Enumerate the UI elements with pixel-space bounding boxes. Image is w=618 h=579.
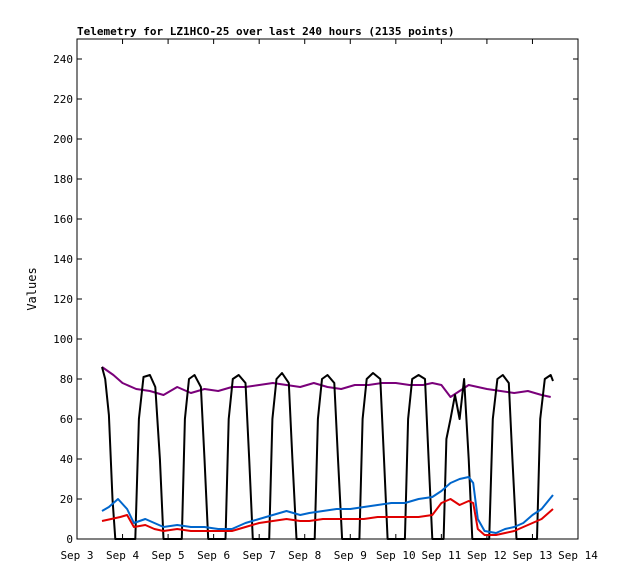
y-tick-label: 40 [60, 453, 73, 466]
x-tick-label: Sep 4 [106, 549, 139, 562]
x-tick-label: Sep 7 [243, 549, 276, 562]
x-tick-label: Sep 10 [376, 549, 416, 562]
y-tick-label: 180 [53, 173, 73, 186]
y-tick-label: 120 [53, 293, 73, 306]
series-line-4 [101, 498, 554, 536]
x-tick-label: Sep 12 [467, 549, 507, 562]
y-tick-label: 60 [60, 413, 73, 426]
x-tick-label: Sep 13 [513, 549, 553, 562]
x-tick-label: Sep 9 [334, 549, 367, 562]
y-tick-label: 100 [53, 333, 73, 346]
y-tick-label: 140 [53, 253, 73, 266]
series-line-2 [101, 366, 554, 540]
chart-title: Telemetry for LZ1HCO-25 over last 240 ho… [77, 25, 455, 38]
series-line-1 [101, 366, 551, 398]
x-tick-label: Sep 8 [288, 549, 321, 562]
y-tick-label: 240 [53, 53, 73, 66]
x-tick-label: Sep 6 [197, 549, 230, 562]
x-axis: Sep 3 Sep 4 Sep 5 Sep 6 Sep 7 Sep 8 Sep 9 Sep 1… [60, 39, 598, 562]
plot-area [76, 38, 579, 540]
series-group [101, 366, 554, 540]
x-tick-label: Sep 11 [421, 549, 461, 562]
y-tick-label: 20 [60, 493, 73, 506]
y-axis: 0 20 40 60 80 100 120 140 160 180 200 220 240 [53, 53, 578, 546]
y-tick-label: 80 [60, 373, 73, 386]
y-tick-label: 0 [66, 533, 73, 546]
series-line-3 [101, 476, 554, 534]
y-tick-label: 220 [53, 93, 73, 106]
x-tick-label: Sep 3 [60, 549, 93, 562]
y-tick-label: 160 [53, 213, 73, 226]
x-tick-label: Sep 5 [152, 549, 185, 562]
x-tick-label: Sep 14 [558, 549, 598, 562]
y-tick-label: 200 [53, 133, 73, 146]
y-axis-label: Values [25, 267, 39, 310]
